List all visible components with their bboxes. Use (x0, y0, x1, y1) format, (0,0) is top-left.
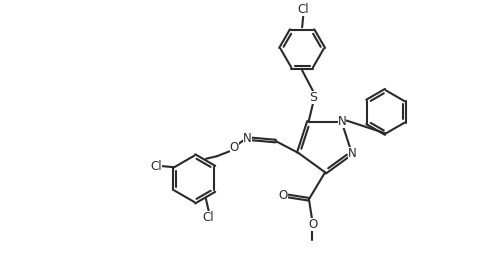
Text: O: O (308, 218, 317, 231)
Text: Cl: Cl (298, 3, 309, 17)
Text: N: N (243, 132, 252, 145)
Text: Cl: Cl (150, 160, 162, 173)
Text: N: N (338, 115, 346, 128)
Text: Cl: Cl (203, 211, 214, 224)
Text: O: O (278, 189, 288, 202)
Text: O: O (229, 141, 239, 154)
Text: S: S (309, 91, 317, 104)
Text: N: N (348, 147, 356, 160)
